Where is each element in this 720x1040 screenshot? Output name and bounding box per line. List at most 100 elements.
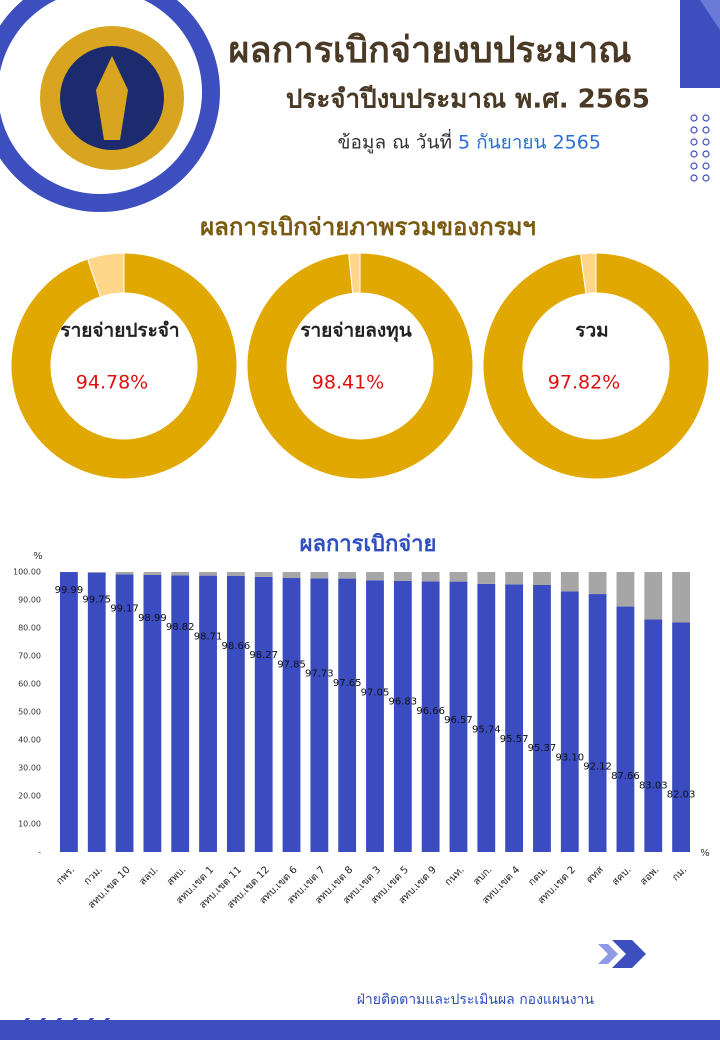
- bar: [393, 580, 412, 852]
- arrow-icon: [598, 940, 646, 968]
- data-label: 82.03: [667, 790, 696, 801]
- bar: [87, 572, 106, 852]
- data-label: 98.82: [166, 622, 195, 633]
- data-label: 95.74: [472, 725, 501, 736]
- bar: [644, 619, 663, 852]
- x-axis-label: %: [700, 848, 710, 859]
- data-label: 87.66: [611, 771, 640, 782]
- y-tick-label: 40.00: [18, 736, 41, 745]
- bar: [254, 572, 273, 577]
- donut-segment: [10, 252, 238, 480]
- corner-accent: [700, 0, 720, 30]
- date-prefix: ข้อมูล ณ วันที่: [338, 129, 452, 154]
- donut-segment: [482, 252, 710, 480]
- bar: [672, 572, 690, 623]
- data-label: 99.17: [110, 604, 139, 615]
- bar: [560, 572, 579, 592]
- y-tick-label: 60.00: [18, 680, 41, 689]
- y-tick-label: 80.00: [18, 624, 41, 633]
- bar: [282, 578, 301, 852]
- bar: [115, 572, 134, 575]
- data-label: 92.12: [583, 762, 612, 773]
- bar: [505, 572, 524, 585]
- bar: [338, 572, 357, 579]
- bar: [338, 578, 357, 852]
- bar: [171, 575, 190, 852]
- x-tick-label: สอพ.: [638, 864, 661, 887]
- data-label: 95.57: [500, 734, 529, 745]
- data-label: 98.27: [249, 650, 278, 661]
- bar: [505, 584, 524, 852]
- y-axis-label: %: [33, 551, 43, 562]
- y-tick-label: 70.00: [18, 652, 41, 661]
- data-label: 96.83: [389, 697, 418, 708]
- bar: [226, 572, 245, 576]
- bar: [533, 584, 551, 852]
- bar: [199, 572, 217, 576]
- donut-segment: [348, 252, 361, 294]
- data-label: 97.65: [333, 678, 362, 689]
- logo: [0, 0, 220, 212]
- data-label: 93.10: [555, 752, 584, 763]
- x-tick-label: ศทส: [585, 864, 606, 885]
- data-label: 99.75: [82, 594, 111, 605]
- y-tick-label: 90.00: [18, 596, 41, 605]
- subtitle: ประจำปีงบประมาณ พ.ศ. 2565: [286, 85, 650, 115]
- donut-name: รวม: [575, 320, 608, 342]
- data-label: 97.85: [277, 659, 306, 670]
- bar: [616, 606, 635, 852]
- x-tick-label: สลป.: [137, 864, 160, 887]
- y-tick-label: 20.00: [18, 792, 41, 801]
- bar: [60, 572, 78, 852]
- bar: [226, 575, 245, 852]
- x-tick-label: กนท.: [443, 864, 467, 888]
- bottom-band: [0, 1020, 720, 1040]
- x-tick-label: กตน.: [526, 864, 550, 888]
- bar: [254, 576, 273, 852]
- y-tick-label: 100.00: [13, 568, 41, 577]
- data-label: 95.37: [528, 743, 557, 754]
- bar: [588, 594, 607, 852]
- bar: [672, 622, 690, 852]
- bar: [366, 572, 384, 581]
- title: ผลการเบิกจ่ายงบประมาณ: [228, 30, 631, 71]
- bar: [310, 572, 329, 579]
- bar: [282, 572, 301, 579]
- donut-name: รายจ่ายลงทุน: [300, 320, 411, 343]
- x-tick-label: กพร.: [54, 864, 77, 887]
- bar: [171, 572, 190, 576]
- bar: [421, 572, 440, 582]
- bar: [310, 578, 329, 852]
- bar: [449, 572, 468, 582]
- data-label: 98.99: [138, 613, 167, 624]
- bar: [533, 572, 551, 585]
- x-tick-label: กม.: [670, 864, 689, 883]
- chart-title: ผลการเบิกจ่าย: [300, 532, 437, 557]
- bar: [199, 575, 217, 852]
- data-label: 97.05: [361, 687, 390, 698]
- data-label: 98.66: [222, 641, 251, 652]
- y-tick-label: 50.00: [18, 708, 41, 717]
- bar: [393, 572, 412, 581]
- donut-segment: [580, 252, 597, 295]
- bar: [588, 572, 607, 595]
- dot-grid: [690, 114, 710, 182]
- bar: [87, 572, 106, 573]
- date: 5 กันยายน 2565: [458, 132, 601, 154]
- data-label: 98.71: [194, 632, 223, 643]
- bar: [449, 581, 468, 852]
- donut-segment: [246, 252, 474, 480]
- donut-value: 98.41%: [312, 372, 384, 394]
- data-label: 99.99: [55, 585, 84, 596]
- donut-name: รายจ่ายประจำ: [60, 320, 179, 342]
- bar: [616, 572, 635, 607]
- bar: [366, 580, 384, 852]
- bar: [644, 572, 663, 620]
- x-tick-label: สพบ.: [165, 864, 189, 888]
- bar: [143, 574, 162, 852]
- y-tick-label: 30.00: [18, 764, 41, 773]
- data-label: 96.57: [444, 715, 473, 726]
- bar: [143, 572, 162, 575]
- x-tick-label: กวม.: [82, 864, 105, 887]
